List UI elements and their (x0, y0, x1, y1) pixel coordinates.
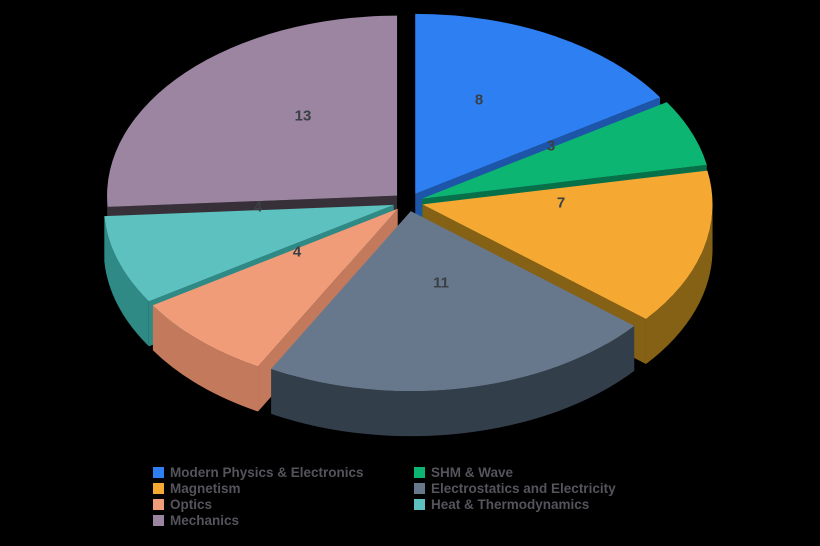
pie-slice-outer-wall-heat-thermodynamics (104, 216, 149, 347)
pie-slice-outer-wall-optics (152, 305, 259, 412)
pie-slice-magnetism[interactable] (422, 170, 713, 320)
legend-label: Heat & Thermodynamics (431, 496, 590, 512)
legend-item-modern-physics-electronics[interactable]: Modern Physics & Electronics (153, 466, 414, 480)
pie-slice-mechanics[interactable] (107, 15, 398, 207)
slice-value-label-optics: 4 (293, 244, 302, 261)
slice-value-label-modern-physics-electronics: 8 (475, 92, 483, 109)
pie-slice-shm-wave[interactable] (421, 102, 707, 199)
pie-slice-group-electrostatics-and-electricity (271, 211, 635, 437)
legend-label: SHM & Wave (431, 465, 514, 481)
pie-slice-modern-physics-electronics[interactable] (415, 13, 661, 194)
slice-value-label-magnetism: 7 (557, 195, 565, 212)
pie-slice-outer-wall-magnetism (645, 204, 713, 365)
pie-slice-electrostatics-and-electricity[interactable] (271, 211, 635, 392)
legend-label: Optics (170, 496, 213, 512)
legend-swatch-shm-wave (414, 467, 425, 479)
pie-chart-3d: 8 3 7 11 4 4 13 (104, 13, 713, 437)
legend-swatch-electrostatics-and-electricity (414, 483, 425, 495)
legend-item-magnetism[interactable]: Magnetism (153, 482, 414, 496)
chart-legend: Modern Physics & Electronics SHM & Wave Ma… (153, 465, 616, 528)
legend-item-mechanics[interactable]: Mechanics (153, 514, 414, 528)
pie-slice-outer-wall-electrostatics-and-electricity (271, 325, 635, 437)
slice-value-label-electrostatics-and-electricity: 11 (433, 275, 449, 292)
slice-value-label-heat-thermodynamics: 4 (254, 199, 263, 216)
legend-swatch-optics (153, 498, 164, 510)
pie-slice-heat-thermodynamics[interactable] (104, 204, 394, 302)
legend-swatch-modern-physics-electronics (153, 467, 164, 479)
legend-label: Magnetism (170, 480, 241, 496)
legend-swatch-mechanics (153, 514, 164, 526)
legend-swatch-magnetism (153, 483, 164, 495)
slice-value-label-mechanics: 13 (295, 108, 312, 125)
slice-value-label-shm-wave: 3 (547, 138, 555, 155)
legend-item-shm-wave[interactable]: SHM & Wave (414, 466, 616, 480)
legend-item-electrostatics-and-electricity[interactable]: Electrostatics and Electricity (414, 482, 616, 496)
pie-slice-optics[interactable] (152, 208, 398, 367)
legend-item-heat-thermodynamics[interactable]: Heat & Thermodynamics (414, 498, 616, 512)
legend-label: Mechanics (170, 512, 240, 528)
legend-label: Electrostatics and Electricity (431, 480, 616, 496)
legend-item-optics[interactable]: Optics (153, 498, 414, 512)
legend-swatch-heat-thermodynamics (414, 498, 425, 510)
legend-label: Modern Physics & Electronics (170, 465, 364, 481)
